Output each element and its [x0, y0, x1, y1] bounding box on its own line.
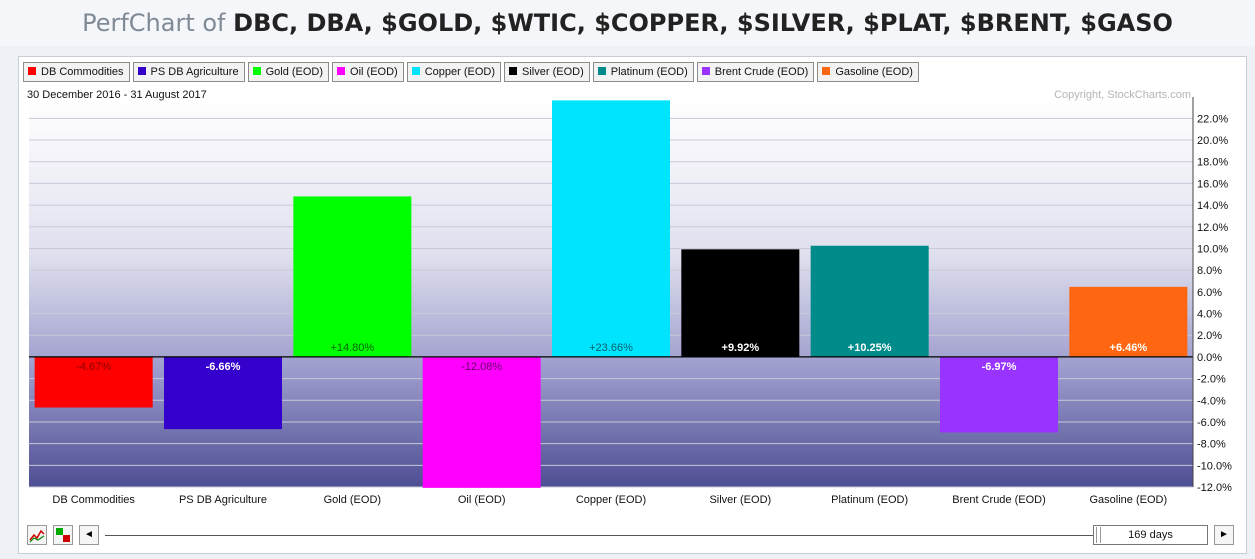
header-symbols: DBC, DBA, $GOLD, $WTIC, $COPPER, $SILVER… [233, 9, 1173, 37]
legend-swatch [701, 67, 710, 75]
y-tick-label: 4.0% [1197, 309, 1222, 321]
y-tick-label: -10.0% [1197, 460, 1232, 472]
y-axis: 22.0% 20.0% 18.0% 16.0% 14.0% 12.0% 10.0% 8.0% 6… [1192, 97, 1232, 494]
bar[interactable] [681, 249, 800, 357]
line-chart-icon [29, 529, 45, 543]
legend-swatch [28, 67, 36, 75]
perf-chart: -4.67% -6.66% +14.80% -12.08% +23.66% +9.92% +… [27, 89, 1232, 506]
y-tick-label: -6.0% [1197, 417, 1226, 429]
legend-swatch [137, 67, 146, 75]
x-tick-label: Platinum (EOD) [831, 494, 908, 506]
x-tick-label: DB Commodities [52, 494, 135, 506]
y-tick-label: -2.0% [1197, 374, 1226, 386]
x-tick-label: Silver (EOD) [709, 494, 771, 506]
x-tick-label: Gold (EOD) [324, 494, 381, 506]
legend-item[interactable]: DB Commodities [23, 62, 130, 82]
bar[interactable] [1069, 286, 1188, 357]
bar[interactable] [422, 356, 541, 488]
x-tick-label: Brent Crude (EOD) [952, 494, 1046, 506]
legend-label: Oil (EOD) [350, 66, 398, 78]
legend-label: DB Commodities [41, 66, 124, 78]
data-label: +9.92% [722, 342, 760, 354]
legend-item[interactable]: PS DB Agriculture [132, 62, 245, 82]
legend-label: Brent Crude (EOD) [714, 66, 809, 78]
data-label: -12.08% [461, 361, 502, 373]
legend-item[interactable]: Brent Crude (EOD) [696, 62, 815, 82]
scroll-left-button[interactable]: ◄ [79, 525, 99, 545]
x-tick-label: Copper (EOD) [576, 494, 646, 506]
y-tick-label: 8.0% [1197, 265, 1222, 277]
legend-swatch [822, 67, 831, 75]
legend-label: PS DB Agriculture [150, 66, 239, 78]
header-prefix: PerfChart of [82, 9, 234, 37]
copyright: Copyright, StockCharts.com [1054, 89, 1191, 101]
legend-item[interactable]: Gasoline (EOD) [817, 62, 919, 82]
bar[interactable] [552, 100, 670, 357]
slider-grip[interactable] [1096, 527, 1101, 543]
chart-header: PerfChart of DBC, DBA, $GOLD, $WTIC, $CO… [0, 0, 1255, 46]
data-label: +10.25% [848, 342, 892, 354]
x-axis-labels: DB Commodities PS DB Agriculture Gold (EOD… [52, 494, 1167, 506]
y-tick-label: 6.0% [1197, 287, 1222, 299]
y-tick-label: 22.0% [1197, 113, 1228, 125]
line-chart-toggle[interactable] [27, 525, 47, 545]
scroll-right-button[interactable]: ► [1214, 525, 1234, 545]
legend-item[interactable]: Gold (EOD) [247, 62, 330, 82]
bar-chart-toggle[interactable] [53, 525, 73, 545]
legend-swatch [252, 67, 261, 75]
y-tick-label: 14.0% [1197, 200, 1228, 212]
y-tick-label: -4.0% [1197, 395, 1226, 407]
legend-label: Silver (EOD) [522, 66, 584, 78]
legend-swatch [337, 67, 346, 75]
bar[interactable] [810, 245, 929, 357]
y-tick-label: 0.0% [1197, 352, 1222, 364]
time-controls: ◄ 169 days ► [27, 522, 1237, 548]
legend-swatch [411, 67, 420, 75]
legend-swatch [509, 67, 518, 75]
legend-item[interactable]: Copper (EOD) [406, 62, 502, 82]
data-label: -4.67% [76, 361, 111, 373]
y-tick-label: 12.0% [1197, 222, 1228, 234]
legend-label: Gold (EOD) [265, 66, 324, 78]
data-label: -6.97% [982, 361, 1017, 373]
y-tick-label: 20.0% [1197, 135, 1228, 147]
x-tick-label: PS DB Agriculture [179, 494, 267, 506]
bars: -4.67% -6.66% +14.80% -12.08% +23.66% +9.92% +… [29, 100, 1193, 488]
y-tick-label: -12.0% [1197, 482, 1232, 494]
y-tick-label: -8.0% [1197, 439, 1226, 451]
bar-chart-icon [56, 528, 70, 542]
legend: DB Commodities PS DB Agriculture Gold (EOD… [23, 62, 922, 82]
legend-label: Copper (EOD) [424, 66, 496, 78]
y-tick-label: 18.0% [1197, 157, 1228, 169]
y-tick-label: 16.0% [1197, 178, 1228, 190]
y-tick-label: 10.0% [1197, 243, 1228, 255]
x-tick-label: Oil (EOD) [458, 494, 506, 506]
y-tick-label: 2.0% [1197, 330, 1222, 342]
legend-label: Gasoline (EOD) [835, 66, 913, 78]
data-label: -6.66% [206, 361, 241, 373]
bar[interactable] [940, 356, 1058, 433]
bar[interactable] [293, 196, 412, 357]
data-label: +14.80% [330, 342, 374, 354]
legend-label: Platinum (EOD) [610, 66, 688, 78]
data-label: +23.66% [589, 342, 633, 354]
legend-swatch [597, 67, 606, 75]
data-label: +6.46% [1110, 342, 1148, 354]
bar[interactable] [164, 356, 282, 430]
chart-panel: DB Commodities PS DB Agriculture Gold (EOD… [18, 56, 1247, 554]
date-range: 30 December 2016 - 31 August 2017 [27, 89, 207, 101]
legend-item[interactable]: Oil (EOD) [332, 62, 404, 82]
legend-item[interactable]: Platinum (EOD) [592, 62, 694, 82]
legend-item[interactable]: Silver (EOD) [504, 62, 590, 82]
days-display[interactable]: 169 days [1093, 525, 1208, 545]
time-slider-track[interactable] [105, 535, 1115, 536]
bar[interactable] [34, 356, 153, 408]
x-tick-label: Gasoline (EOD) [1090, 494, 1168, 506]
